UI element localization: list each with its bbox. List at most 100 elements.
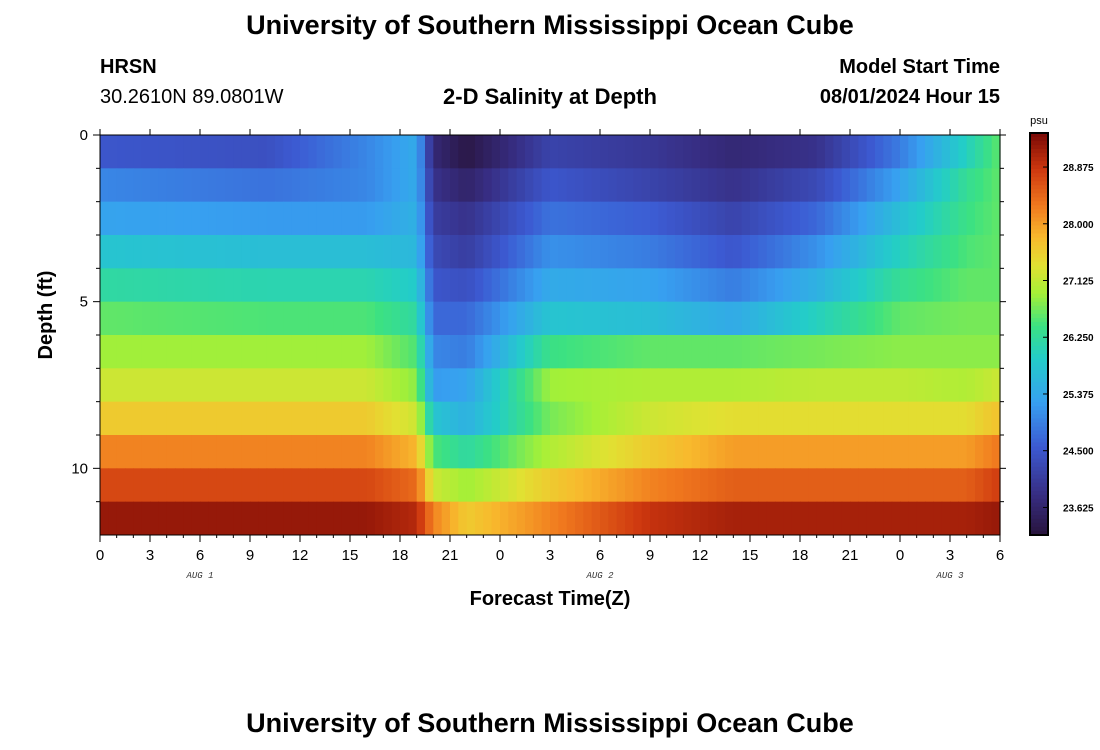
heatmap-cell — [208, 468, 218, 503]
heatmap-cell — [875, 268, 884, 303]
heatmap-cell — [891, 168, 901, 203]
heatmap-cell — [325, 268, 334, 303]
heatmap-cell — [816, 335, 826, 369]
heatmap-cell — [166, 201, 176, 236]
heatmap-cell — [900, 435, 909, 469]
colorbar-segment — [1030, 301, 1048, 307]
heatmap-cell — [250, 501, 259, 536]
colorbar-segment — [1030, 257, 1048, 263]
heatmap-cell — [425, 268, 434, 303]
heatmap-cell — [875, 335, 884, 369]
heatmap-cell — [325, 468, 334, 503]
heatmap-cell — [908, 235, 918, 269]
heatmap-cell — [658, 135, 668, 169]
heatmap-cell — [441, 168, 451, 203]
heatmap-cell — [775, 301, 784, 336]
heatmap-cell — [916, 235, 926, 269]
heatmap-cell — [508, 468, 518, 503]
heatmap-cell — [766, 468, 776, 503]
heatmap-cell — [575, 201, 584, 236]
heatmap-cell — [625, 401, 634, 436]
heatmap-cell — [758, 135, 768, 169]
heatmap-cell — [900, 501, 909, 536]
heatmap-cell — [566, 401, 576, 436]
heatmap-cell — [683, 435, 693, 469]
heatmap-cell — [458, 235, 468, 269]
heatmap-cell — [158, 335, 168, 369]
heatmap-cell — [108, 468, 118, 503]
heatmap-cell — [241, 301, 251, 336]
heatmap-cell — [883, 335, 893, 369]
heatmap-cell — [350, 201, 359, 236]
day-label: AUG 3 — [935, 571, 964, 581]
heatmap-cell — [916, 135, 926, 169]
heatmap-cell — [833, 201, 843, 236]
heatmap-cell — [275, 201, 284, 236]
heatmap-cell — [666, 501, 676, 536]
heatmap-cell — [466, 301, 476, 336]
heatmap-cell — [500, 501, 509, 536]
heatmap-cell — [800, 135, 809, 169]
heatmap-cell — [566, 268, 576, 303]
heatmap-cell — [366, 235, 376, 269]
heatmap-cell — [441, 501, 451, 536]
heatmap-cell — [108, 368, 118, 403]
heatmap-cell — [683, 235, 693, 269]
heatmap-cell — [441, 368, 451, 403]
heatmap-cell — [400, 468, 409, 503]
colorbar-segment — [1030, 229, 1048, 235]
heatmap-cell — [291, 401, 301, 436]
heatmap-cell — [391, 235, 401, 269]
heatmap-cell — [800, 301, 809, 336]
heatmap-cell — [633, 435, 643, 469]
heatmap-cell — [725, 435, 734, 469]
heatmap-cell — [216, 468, 226, 503]
heatmap-cell — [616, 135, 626, 169]
heatmap-cell — [266, 201, 276, 236]
heatmap-cell — [941, 335, 951, 369]
heatmap-cell — [516, 401, 526, 436]
heatmap-cell — [450, 301, 459, 336]
heatmap-cell — [975, 235, 984, 269]
heatmap-cell — [125, 468, 134, 503]
heatmap-cell — [600, 268, 609, 303]
heatmap-cell — [258, 168, 268, 203]
heatmap-cell — [466, 468, 476, 503]
heatmap-cell — [283, 301, 293, 336]
heatmap-cell — [225, 468, 234, 503]
heatmap-cell — [316, 501, 326, 536]
heatmap-cell — [183, 235, 193, 269]
heatmap-cell — [733, 268, 743, 303]
heatmap-cell — [491, 435, 501, 469]
colorbar-segment — [1030, 145, 1048, 150]
heatmap-cell — [541, 135, 551, 169]
heatmap-cell — [975, 135, 984, 169]
heatmap-cell — [333, 368, 343, 403]
heatmap-cell — [875, 435, 884, 469]
heatmap-cell — [516, 301, 526, 336]
heatmap-cell — [116, 501, 126, 536]
heatmap-cell — [441, 335, 451, 369]
heatmap-cell — [625, 468, 634, 503]
heatmap-cell — [133, 468, 143, 503]
heatmap-cell — [583, 435, 593, 469]
heatmap-cell — [266, 501, 276, 536]
heatmap-cell — [933, 135, 943, 169]
heatmap-cell — [583, 135, 593, 169]
heatmap-cell — [416, 135, 426, 169]
heatmap-cell — [883, 201, 893, 236]
heatmap-cell — [541, 335, 551, 369]
station-coordinates: 30.2610N 89.0801W — [100, 86, 284, 108]
heatmap-cell — [108, 301, 118, 336]
heatmap-cell — [533, 368, 543, 403]
heatmap-cell — [341, 468, 351, 503]
colorbar-segment — [1030, 313, 1048, 319]
heatmap-cell — [633, 201, 643, 236]
heatmap-cell — [650, 268, 659, 303]
heatmap-cell — [108, 201, 118, 236]
heatmap-cell — [583, 268, 593, 303]
heatmap-cell — [208, 301, 218, 336]
heatmap-cell — [375, 135, 384, 169]
heatmap-cell — [608, 401, 618, 436]
heatmap-cell — [516, 368, 526, 403]
